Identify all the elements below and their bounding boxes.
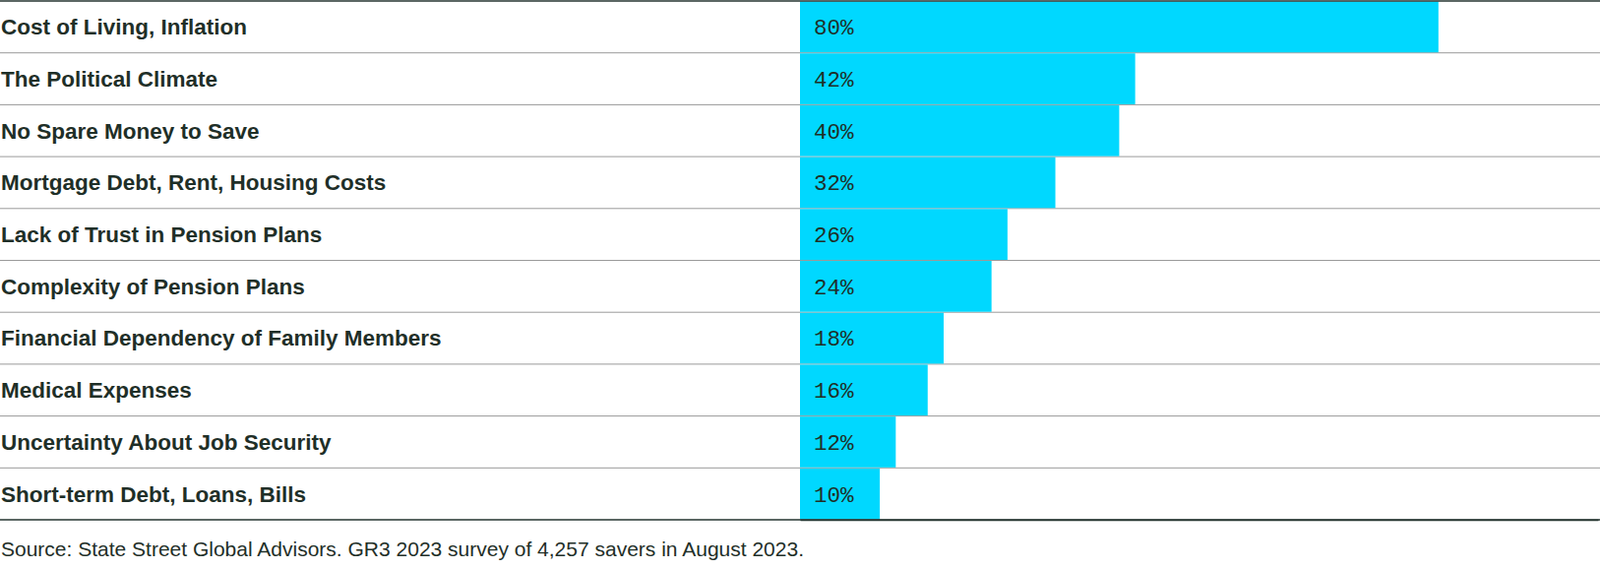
y-tick: Medical Expenses	[0, 377, 192, 403]
data-label: 24%	[813, 275, 855, 302]
bar	[800, 364, 928, 416]
source-note: Source: State Street Global Advisors. GR…	[0, 537, 804, 560]
category-label: No Spare Money to Save	[0, 119, 260, 144]
bar	[800, 312, 944, 365]
data-label: 26%	[813, 223, 855, 249]
category-label: Uncertainty About Job Security	[0, 430, 332, 455]
y-tick: Cost of Living, Inflation	[0, 14, 247, 40]
category-label: Complexity of Pension Plans	[0, 274, 306, 300]
category-label: The Political Climate	[0, 66, 218, 92]
bar	[800, 1, 1439, 54]
row-separator	[0, 104, 1600, 106]
category-label: Mortgage Debt, Rent, Housing Costs	[0, 170, 386, 195]
data-label: 80%	[813, 15, 855, 42]
row-separator	[0, 207, 1600, 209]
category-label: Financial Dependency of Family Members	[0, 325, 442, 351]
y-tick: No Spare Money to Save	[0, 119, 260, 144]
data-label: 16%	[813, 378, 855, 405]
bar	[800, 208, 1008, 260]
data-label: 12%	[813, 430, 855, 457]
row-separator	[0, 415, 1600, 417]
category-label: Short-term Debt, Loans, Bills	[0, 482, 307, 507]
row-separator	[0, 52, 1600, 54]
category-label: Medical Expenses	[0, 377, 192, 403]
bar	[800, 105, 1119, 157]
bar	[800, 468, 880, 520]
annotations: Source: State Street Global Advisors. GR…	[0, 537, 804, 560]
data-label: 42%	[813, 67, 855, 94]
row-separator	[0, 467, 1600, 469]
bar	[800, 416, 896, 468]
row-separator	[0, 156, 1600, 158]
category-label: Cost of Living, Inflation	[0, 14, 247, 40]
x-axis	[800, 519, 1600, 521]
y-tick: Mortgage Debt, Rent, Housing Costs	[0, 170, 386, 195]
y-tick: Complexity of Pension Plans	[0, 274, 306, 300]
row-separators	[0, 53, 1600, 469]
data-label: 10%	[813, 483, 855, 509]
bar	[800, 53, 1136, 105]
data-label: 18%	[813, 326, 855, 353]
chart: Cost of Living, Inflation The Political C…	[0, 0, 1600, 569]
y-tick: Lack of Trust in Pension Plans	[0, 222, 322, 247]
bar	[800, 260, 992, 312]
y-tick: Uncertainty About Job Security	[0, 430, 332, 455]
category-label: Lack of Trust in Pension Plans	[0, 222, 322, 247]
data-labels: 80% 42% 40% 32% 26% 24% 18% 16% 12% 10%	[813, 15, 855, 508]
bottom-rule	[0, 518, 1600, 521]
x-axis-line	[800, 519, 1600, 522]
y-tick: The Political Climate	[0, 66, 218, 92]
y-tick: Financial Dependency of Family Members	[0, 325, 442, 351]
data-label: 32%	[813, 171, 855, 197]
row-separator	[0, 363, 1600, 365]
bar	[800, 157, 1056, 209]
row-separator	[0, 311, 1600, 313]
top-rule	[0, 0, 1600, 2]
y-tick: Short-term Debt, Loans, Bills	[0, 482, 307, 507]
bars	[800, 1, 1439, 520]
row-separator	[0, 259, 1600, 261]
data-label: 40%	[813, 120, 855, 146]
y-axis: Cost of Living, Inflation The Political C…	[0, 14, 442, 506]
